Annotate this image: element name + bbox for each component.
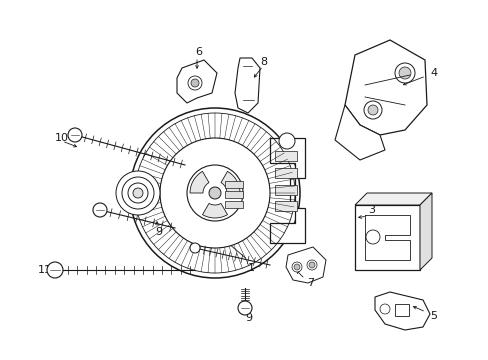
Circle shape [279,133,294,149]
Text: 3: 3 [367,205,374,215]
Text: 9: 9 [155,227,162,237]
Circle shape [130,108,299,278]
Polygon shape [374,292,429,330]
Polygon shape [334,105,384,160]
Circle shape [128,183,148,203]
Circle shape [190,243,200,253]
Circle shape [398,67,410,79]
Text: 9: 9 [244,313,252,323]
Polygon shape [190,171,208,193]
Text: 1: 1 [247,263,254,273]
Circle shape [363,101,381,119]
Bar [274,168,296,178]
Bar [354,205,419,270]
Circle shape [308,262,314,268]
Circle shape [116,171,160,215]
Circle shape [379,304,389,314]
Bar [394,304,408,316]
Polygon shape [202,203,227,218]
Circle shape [186,165,243,221]
Polygon shape [345,40,426,135]
Text: 5: 5 [429,311,436,321]
Circle shape [68,128,82,142]
Bar [274,201,296,211]
Circle shape [160,138,269,248]
Circle shape [187,76,202,90]
Circle shape [47,262,63,278]
Text: 10: 10 [55,133,69,143]
Circle shape [122,177,154,209]
Polygon shape [419,193,431,270]
Polygon shape [354,193,431,205]
Text: 8: 8 [260,57,266,67]
Polygon shape [285,247,325,283]
Circle shape [291,262,302,272]
Bar [224,181,243,188]
Text: 7: 7 [306,278,313,288]
Circle shape [306,260,316,270]
Text: 2: 2 [148,190,155,200]
Circle shape [238,301,251,315]
Circle shape [367,105,377,115]
Text: 11: 11 [38,265,52,275]
Bar [224,191,243,198]
Polygon shape [235,58,260,113]
Polygon shape [269,138,305,243]
Circle shape [293,264,299,270]
Circle shape [394,63,414,83]
Bar [274,151,296,161]
Polygon shape [221,171,240,193]
Polygon shape [177,60,217,103]
Text: 6: 6 [195,47,202,57]
Circle shape [93,203,107,217]
Circle shape [191,79,199,87]
Circle shape [133,188,142,198]
Circle shape [365,230,379,244]
Text: 4: 4 [429,68,436,78]
Bar [224,201,243,208]
Circle shape [208,187,221,199]
Bar [274,185,296,195]
Polygon shape [364,215,409,260]
